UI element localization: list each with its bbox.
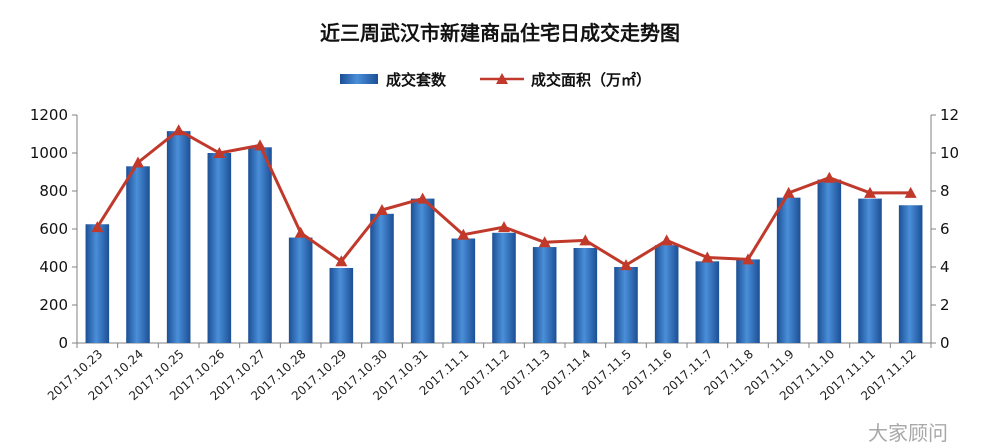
line-point <box>294 226 307 238</box>
bar <box>695 261 720 343</box>
y-right-tick-label: 0 <box>940 334 950 352</box>
bar <box>451 238 476 343</box>
bar <box>492 232 516 343</box>
y-left-tick-label: 1200 <box>30 106 68 124</box>
bar <box>858 198 882 343</box>
bar <box>248 147 272 343</box>
line-series <box>91 124 917 271</box>
line-point <box>660 234 673 246</box>
legend-bar-swatch <box>340 74 378 84</box>
bar <box>85 224 110 343</box>
bar <box>736 259 760 343</box>
line-point <box>904 186 917 198</box>
bar <box>898 205 923 343</box>
line-point <box>416 192 429 204</box>
y-left-tick-label: 0 <box>58 334 68 352</box>
line-point <box>538 236 551 248</box>
y-left-tick-label: 800 <box>39 182 68 200</box>
line-point <box>782 186 795 198</box>
bar <box>126 166 150 343</box>
line-point <box>335 255 348 267</box>
line-point <box>701 251 714 263</box>
line-point <box>823 171 836 183</box>
y-left-tick-label: 1000 <box>30 144 68 162</box>
line-point <box>498 221 510 233</box>
line-point <box>132 156 144 168</box>
bar <box>532 247 557 343</box>
bar <box>410 198 435 343</box>
line-point <box>457 228 470 240</box>
y-right-tick-label: 2 <box>940 296 950 314</box>
legend: 成交套数 成交面积（万㎡） <box>340 71 651 89</box>
bar-series <box>85 131 923 343</box>
bar <box>207 153 232 343</box>
legend-bar-label: 成交套数 <box>386 71 447 89</box>
bar <box>614 267 638 343</box>
legend-line-label: 成交面积（万㎡） <box>531 71 651 89</box>
line-point <box>376 204 388 215</box>
y-right-tick-label: 10 <box>940 144 959 162</box>
legend-line-marker <box>496 73 508 84</box>
chart-title: 近三周武汉市新建商品住宅日成交走势图 <box>320 21 680 45</box>
bar <box>370 213 394 343</box>
line-point <box>254 139 266 151</box>
line-point <box>579 234 592 246</box>
y-left-tick-label: 600 <box>39 220 68 238</box>
line-point <box>742 253 754 265</box>
x-tick-labels: 2017.10.232017.10.242017.10.252017.10.26… <box>45 347 919 403</box>
y-right-tick-label: 4 <box>940 258 950 276</box>
y-right-tick-label: 8 <box>940 182 950 200</box>
bar <box>573 248 598 343</box>
bar <box>329 267 354 343</box>
bar <box>654 245 679 343</box>
bar <box>166 131 191 343</box>
y-left-tick-label: 400 <box>39 258 68 276</box>
y-right-tick-label: 6 <box>940 220 950 238</box>
line-point <box>172 124 185 136</box>
line-point <box>620 259 632 271</box>
y-left-tick-label: 200 <box>39 296 68 314</box>
line-point <box>91 221 104 233</box>
line-point <box>864 186 876 198</box>
y-right-tick-label: 12 <box>940 106 959 124</box>
bar <box>288 237 313 343</box>
watermark-text: 大家顾问 <box>868 421 948 445</box>
line-point <box>213 147 226 158</box>
bar <box>776 197 801 343</box>
bar <box>817 179 842 343</box>
